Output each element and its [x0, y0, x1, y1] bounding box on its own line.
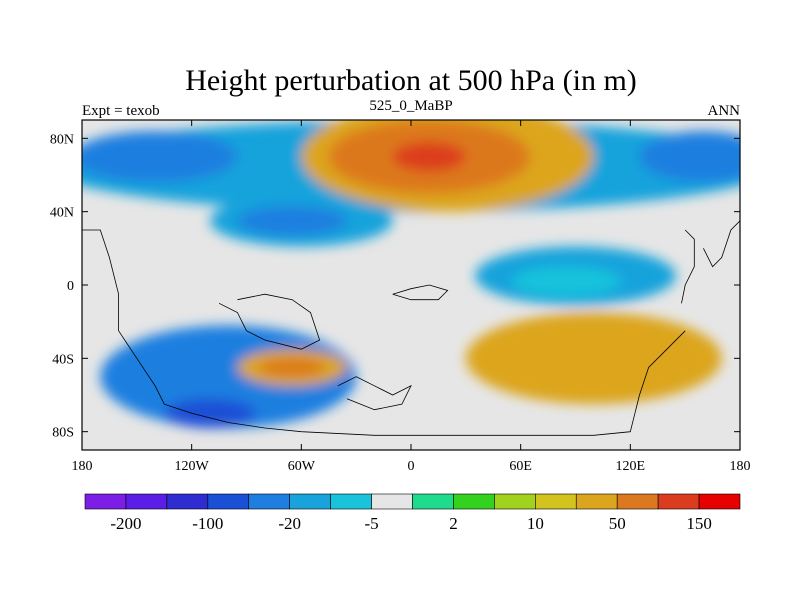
y-tick-label: 80N: [50, 132, 74, 147]
colorbar-label: 150: [686, 514, 712, 533]
coast-asia-strip: [681, 229, 695, 304]
colorbar-swatch-3: [207, 493, 250, 510]
colorbar-swatch-4: [248, 493, 290, 510]
colorbar-swatch-8: [412, 493, 454, 510]
x-tick-label: 60E: [509, 459, 532, 474]
colorbar-swatch-10: [494, 493, 536, 510]
coast-africa: [392, 284, 449, 301]
coast-west-edge: [82, 229, 686, 436]
x-axis: 180 120W 60W 0 60E 120E 180: [72, 120, 751, 474]
x-tick-label: 0: [408, 459, 415, 474]
colorbar-swatch-12: [575, 493, 618, 510]
colorbar-swatch-0: [84, 493, 127, 510]
colorbar-label: -5: [364, 514, 378, 533]
contour-field: [82, 120, 740, 429]
y-tick-label: 40S: [52, 352, 74, 367]
field-region-na-low-core: [82, 131, 238, 183]
y-tick-label: 80S: [52, 426, 74, 441]
field-region-south-atlantic-core: [259, 358, 326, 377]
x-tick-label: 120W: [175, 459, 210, 474]
colorbar-swatch-9: [453, 493, 495, 510]
coastlines: [82, 220, 740, 436]
colorbar-label: 2: [449, 514, 458, 533]
x-tick-label: 180: [72, 459, 93, 474]
subtitle-right: ANN: [708, 103, 741, 119]
colorbar-swatch-6: [330, 493, 372, 510]
colorbar-swatch-2: [166, 493, 209, 510]
field-region-south-pacific-core: [164, 398, 256, 429]
chart-title: Height perturbation at 500 hPa (in m): [185, 64, 637, 97]
coast-antarctic-block: [337, 376, 412, 411]
field-region-eurasia-high-core: [392, 142, 466, 172]
colorbar-swatch-11: [535, 493, 577, 510]
colorbar-label: 10: [527, 514, 544, 533]
colorbar-swatch-15: [698, 493, 741, 510]
field-region-ne-pacific-low: [639, 131, 740, 183]
x-tick-label: 180: [730, 459, 751, 474]
colorbar-swatch-7: [371, 493, 413, 510]
colorbar-swatch-13: [616, 493, 659, 510]
colorbar-swatch-1: [125, 493, 168, 510]
x-tick-label: 120E: [616, 459, 646, 474]
coast-south-atlantic: [218, 293, 321, 350]
y-tick-label: 40N: [50, 206, 74, 221]
colorbar-label: -100: [192, 514, 223, 533]
field-region-na-low-inner: [237, 206, 348, 236]
field-region-indo-high-band: [465, 312, 722, 405]
x-tick-label: 60W: [288, 459, 316, 474]
colorbar-label: 50: [609, 514, 626, 533]
colorbar: -200 -100 -20 -5 2 10 50 150: [84, 493, 741, 533]
plot-area: [82, 120, 740, 450]
colorbar-label: -20: [278, 514, 301, 533]
field-region-tropical-east-core: [511, 266, 622, 297]
y-tick-label: 0: [67, 279, 74, 294]
subtitle-left: Expt = texob: [82, 103, 160, 119]
y-axis: 80N 40N 0 40S 80S: [50, 132, 740, 441]
colorbar-swatch-14: [657, 493, 700, 510]
colorbar-swatch-5: [289, 493, 331, 510]
coast-east-edge: [703, 220, 740, 268]
subtitle-center: 525_0_MaBP: [369, 98, 452, 114]
colorbar-label: -200: [110, 514, 141, 533]
